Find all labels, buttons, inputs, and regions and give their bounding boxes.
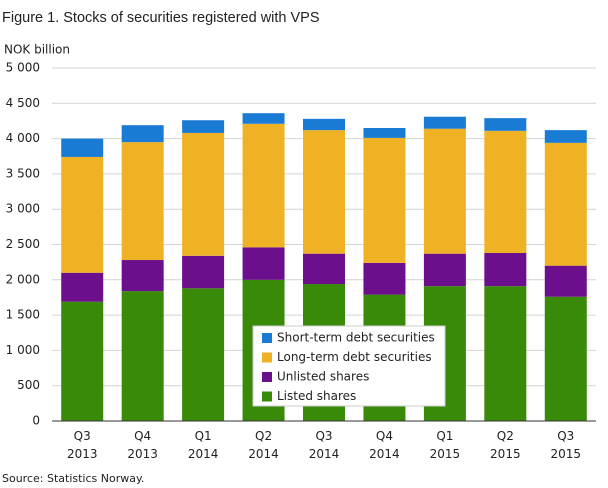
x-tick-label: Q4 2013 [127, 429, 158, 461]
bar-segment [242, 123, 285, 248]
x-tick-label: Q2 2015 [490, 429, 521, 461]
x-tick-label: Q3 2015 [551, 429, 582, 461]
legend-label: Short-term debt securities [277, 331, 435, 345]
y-axis-label: NOK billion [4, 43, 70, 57]
y-tick-label: 2 500 [6, 237, 40, 251]
bar-segment [61, 156, 104, 273]
bar-segment [484, 286, 527, 421]
bar-segment [423, 116, 466, 129]
legend-swatch [262, 352, 272, 363]
x-tick-label: Q3 2013 [67, 429, 98, 461]
x-tick-label: Q3 2014 [309, 429, 340, 461]
bar-segment [484, 118, 527, 131]
bar-segment [544, 142, 587, 266]
legend-label: Listed shares [277, 389, 356, 403]
bar-segment [544, 130, 587, 143]
y-tick-label: 2 000 [6, 272, 40, 286]
y-tick-label: 500 [17, 378, 40, 392]
x-tick-label: Q4 2014 [369, 429, 400, 461]
bar-segment [121, 260, 164, 292]
bar-segment [182, 132, 225, 256]
legend-swatch [262, 372, 272, 382]
bar-segment [484, 252, 527, 287]
y-tick-label: 4 000 [6, 131, 40, 145]
bar-segment [363, 262, 406, 295]
y-tick-label: 3 000 [6, 202, 40, 216]
bar-segment [182, 288, 225, 421]
bar-segment [423, 128, 466, 254]
y-tick-label: 5 000 [6, 61, 40, 75]
chart-title: Figure 1. Stocks of securities registere… [2, 10, 320, 26]
legend-swatch [262, 333, 272, 343]
bar-segment [242, 113, 285, 124]
legend-box [252, 325, 446, 407]
bar-segment [182, 120, 225, 133]
bar-segment [242, 247, 285, 280]
x-tick-label: Q1 2014 [188, 429, 219, 461]
bar-segment [121, 125, 164, 143]
y-tick-label: 1 000 [6, 343, 40, 357]
bar-segment [544, 296, 587, 421]
bar-segment [303, 130, 345, 254]
bar-segment [363, 128, 406, 138]
bar-segment [61, 301, 104, 421]
y-tick-label: 4 500 [6, 96, 40, 110]
legend-label: Unlisted shares [277, 370, 369, 384]
bar-segment [121, 142, 164, 261]
y-tick-label: 0 [32, 414, 40, 428]
bar-segment [303, 253, 345, 285]
bar-segment [61, 272, 104, 302]
source: Source: Statistics Norway. [2, 472, 144, 485]
x-tick-label: Q1 2015 [430, 429, 461, 461]
legend-label: Long-term debt securities [277, 350, 432, 364]
legend-swatch [262, 391, 272, 402]
bar-segment [182, 255, 225, 289]
bar-segment [544, 265, 587, 297]
bar-segment [423, 253, 466, 287]
bar-segment [61, 138, 104, 157]
bar-segment [121, 291, 164, 421]
y-tick-label: 3 500 [6, 166, 40, 180]
bar-segment [484, 130, 527, 253]
y-tick-label: 1 500 [6, 308, 40, 322]
x-tick-label: Q2 2014 [248, 429, 279, 461]
bar-segment [303, 118, 345, 131]
bar-segment [363, 137, 406, 263]
